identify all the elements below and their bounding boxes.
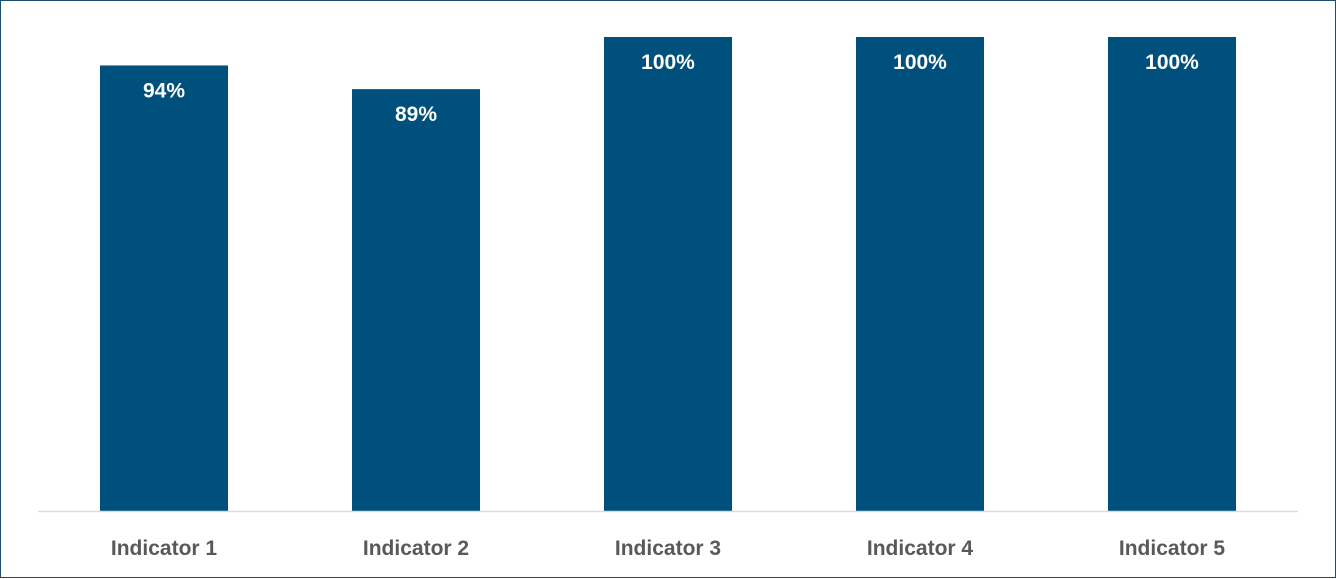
bar-value-label-5: 100% xyxy=(1145,51,1199,74)
bar-value-label-4: 100% xyxy=(893,51,947,74)
x-tick-label-1: Indicator 1 xyxy=(111,537,218,560)
bar-4 xyxy=(856,37,984,511)
bar-3 xyxy=(604,37,732,511)
bar-value-label-1: 94% xyxy=(143,79,185,102)
bar-1 xyxy=(100,65,228,511)
bar-5 xyxy=(1108,37,1236,511)
bars-group xyxy=(100,37,1236,511)
x-tick-label-2: Indicator 2 xyxy=(363,537,469,560)
bar-value-label-2: 89% xyxy=(395,103,437,126)
tick-labels-group: Indicator 1 Indicator 2 Indicator 3 Indicat… xyxy=(111,537,1226,560)
bar-value-label-3: 100% xyxy=(641,51,695,74)
bar-2 xyxy=(352,89,480,511)
x-tick-label-5: Indicator 5 xyxy=(1119,537,1226,560)
bar-labels-group: 94% 89% 100% 100% 100% xyxy=(143,51,1199,126)
x-tick-label-3: Indicator 3 xyxy=(615,537,721,560)
x-tick-label-4: Indicator 4 xyxy=(867,537,974,560)
